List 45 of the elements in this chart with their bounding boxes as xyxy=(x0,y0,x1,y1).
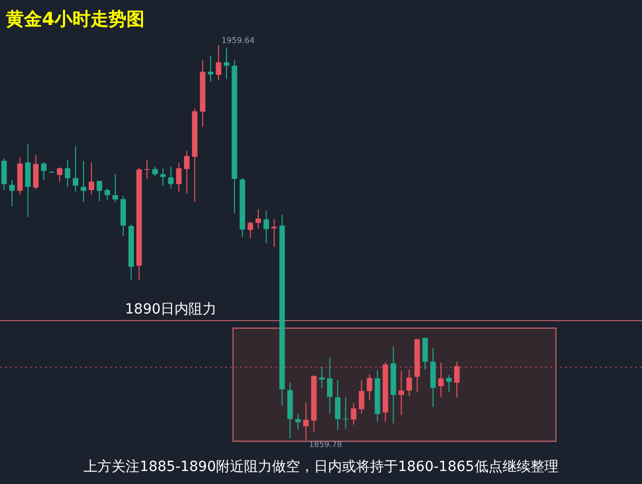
candlestick xyxy=(327,357,333,414)
candlestick xyxy=(33,154,39,190)
candlestick xyxy=(41,161,47,181)
candlestick xyxy=(263,210,269,244)
candlestick xyxy=(271,218,277,248)
ref-line-label: 1890日内阻力 xyxy=(125,302,217,318)
candlestick xyxy=(184,150,190,194)
candlestick xyxy=(160,168,166,187)
annotation: 1859.78 xyxy=(308,440,342,450)
candlestick xyxy=(176,162,182,192)
candlestick xyxy=(438,362,444,398)
candlestick xyxy=(342,396,348,430)
candlestick xyxy=(224,47,230,80)
candlestick xyxy=(334,380,340,431)
candlestick xyxy=(168,166,174,189)
candlestick xyxy=(319,366,325,389)
candlestick xyxy=(112,174,118,202)
candlestick xyxy=(9,180,15,207)
candlestick xyxy=(96,180,102,202)
candlestick xyxy=(350,402,356,426)
candlestick xyxy=(208,55,214,82)
candlestick xyxy=(144,159,150,180)
candlestick xyxy=(1,158,7,191)
candlestick xyxy=(72,146,78,192)
candlestick xyxy=(104,188,110,200)
candlestick xyxy=(358,380,364,414)
candlestick xyxy=(80,160,86,202)
candlestick xyxy=(88,162,94,195)
candlestick xyxy=(256,208,262,229)
candlestick xyxy=(64,159,70,188)
candlestick xyxy=(303,402,309,441)
candlestick xyxy=(248,221,254,239)
candlestick xyxy=(398,370,404,416)
candlestick xyxy=(216,44,222,81)
text: 上方关注1885-1890附近阻力做空，日内或将持于1860-1865低点继续整理 xyxy=(84,459,558,475)
candlestick xyxy=(152,166,158,177)
candlestick xyxy=(454,361,460,398)
candlestick xyxy=(446,374,452,392)
candlestick xyxy=(406,369,412,397)
candlestick xyxy=(366,374,372,401)
candlestick xyxy=(295,413,301,430)
candlestick xyxy=(56,166,62,182)
chart-title: 黄金4小时走势图 xyxy=(5,9,145,30)
candlestick xyxy=(422,337,428,370)
annotation: 1959.64 xyxy=(222,36,255,46)
